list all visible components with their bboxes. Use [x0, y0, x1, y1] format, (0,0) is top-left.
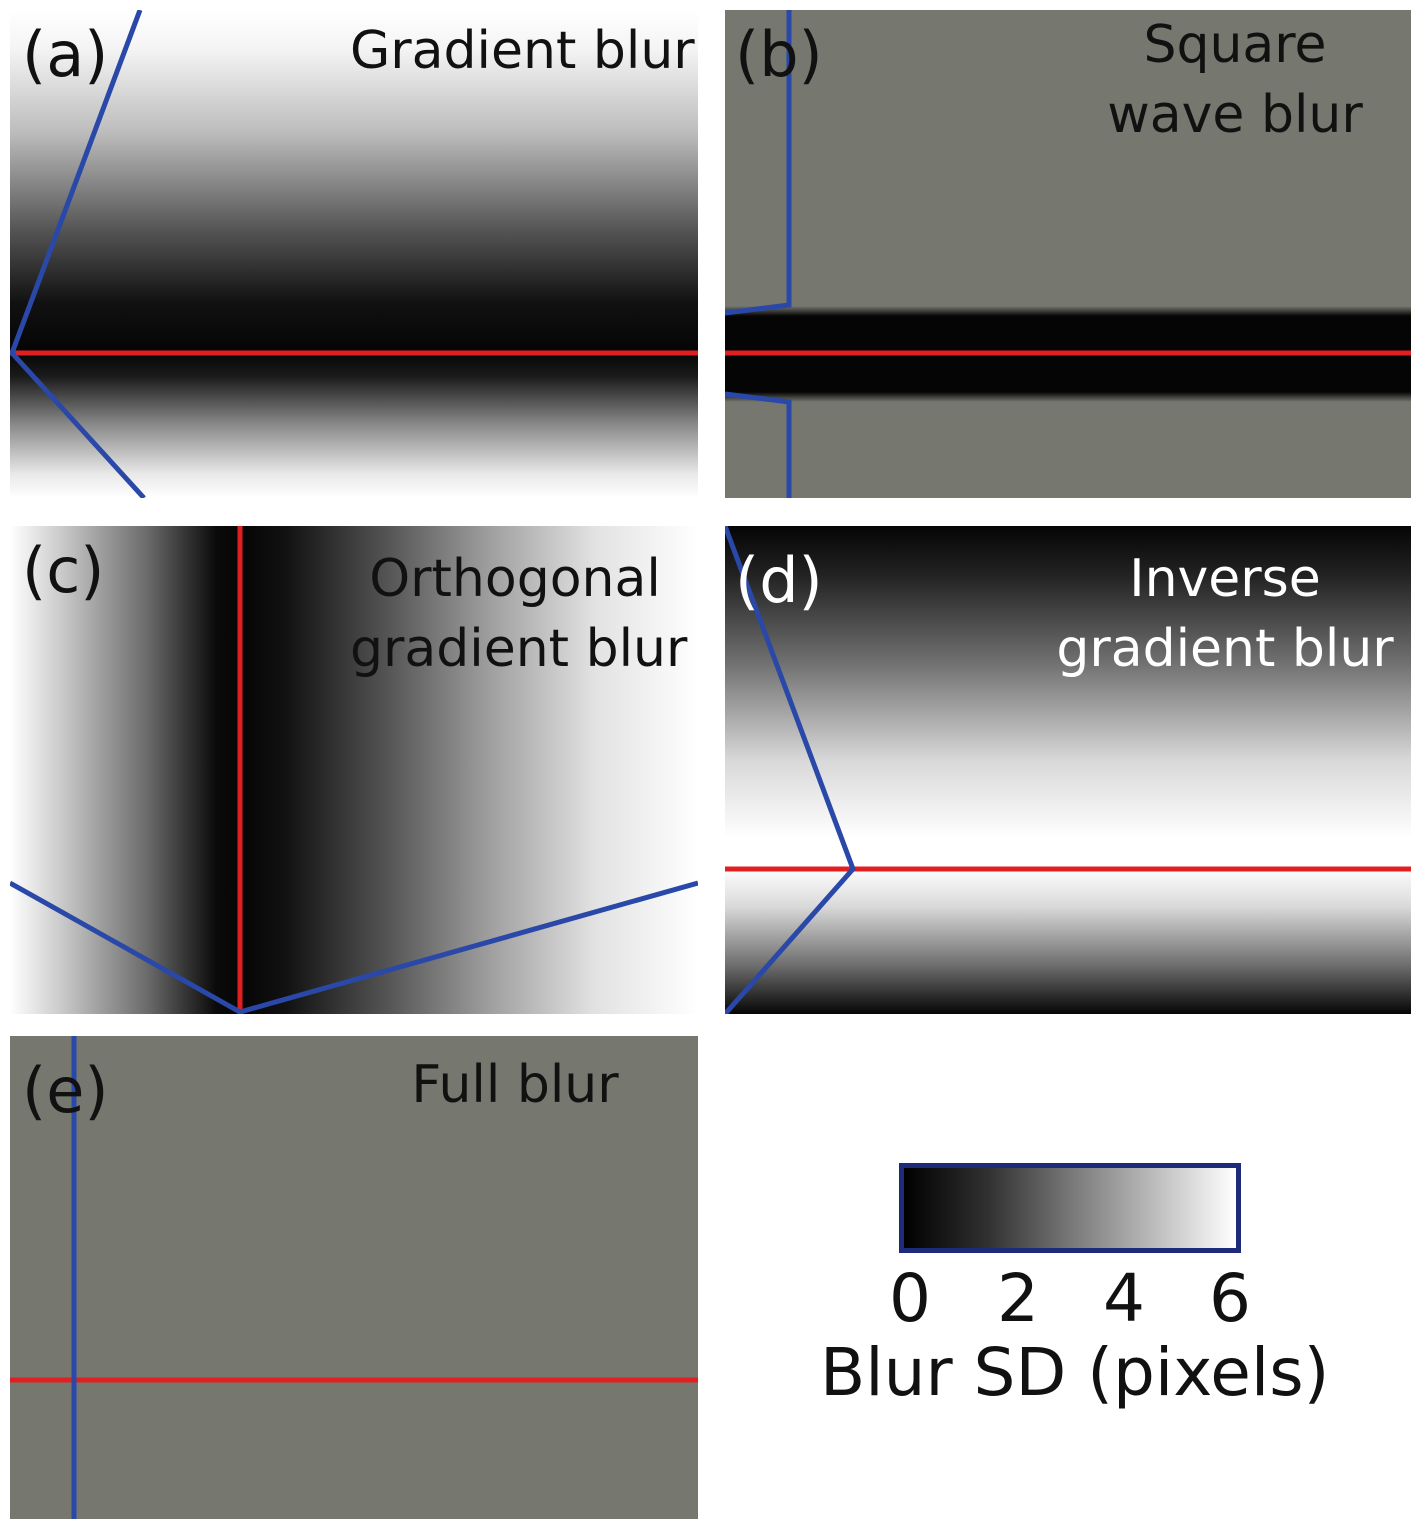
panel-gradient-blur: (a) Gradient blur — [10, 10, 698, 498]
blur-colorbar — [899, 1163, 1241, 1253]
panel-full-blur: (e) Full blur — [10, 1036, 698, 1519]
panel-title-line: gradient blur — [350, 614, 680, 684]
panel-title: Inverse gradient blur — [1055, 544, 1395, 684]
panel-title-line: Orthogonal — [350, 544, 680, 614]
panel-title-line: gradient blur — [1055, 614, 1395, 684]
panel-inverse-gradient-blur: (d) Inverse gradient blur — [725, 526, 1411, 1014]
colorbar-tick-label: 0 — [880, 1266, 940, 1332]
panel-title: Square wave blur — [1085, 10, 1385, 150]
panel-orthogonal-gradient-blur: (c) Orthogonal gradient blur — [10, 526, 698, 1014]
panel-label: (d) — [735, 550, 823, 612]
panel-label: (b) — [735, 24, 823, 86]
panel-title: Orthogonal gradient blur — [350, 544, 680, 684]
blur-profile-curve — [10, 883, 698, 1012]
panel-title-line: Inverse — [1055, 544, 1395, 614]
panel-title-line: Gradient blur — [350, 16, 690, 86]
panel-label: (a) — [22, 24, 108, 86]
panel-title-line: Full blur — [370, 1050, 660, 1120]
panel-title: Full blur — [370, 1050, 660, 1120]
colorbar-tick-label: 6 — [1200, 1266, 1260, 1332]
panel-label: (c) — [22, 540, 104, 602]
blur-profile-curve — [725, 394, 789, 498]
colorbar-tick-label: 2 — [988, 1266, 1048, 1332]
colorbar-tick-label: 4 — [1094, 1266, 1154, 1332]
panel-title-line: wave blur — [1085, 80, 1385, 150]
panel-title-line: Square — [1085, 10, 1385, 80]
panel-label: (e) — [22, 1060, 109, 1122]
colorbar-axis-label: Blur SD (pixels) — [820, 1340, 1320, 1406]
panel-square-wave-blur: (b) Square wave blur — [725, 10, 1411, 498]
panel-title: Gradient blur — [350, 16, 690, 86]
